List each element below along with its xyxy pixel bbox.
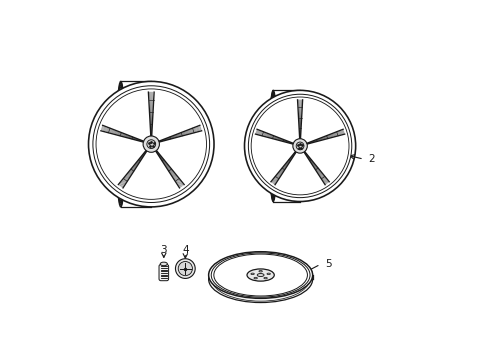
- Ellipse shape: [248, 94, 351, 198]
- Ellipse shape: [175, 259, 195, 278]
- Ellipse shape: [160, 262, 167, 266]
- Text: 5: 5: [324, 259, 331, 269]
- Text: 1: 1: [189, 155, 196, 165]
- Ellipse shape: [250, 273, 254, 275]
- Ellipse shape: [259, 270, 262, 272]
- Ellipse shape: [146, 140, 155, 149]
- Text: 3: 3: [160, 245, 167, 255]
- Ellipse shape: [208, 256, 312, 302]
- Ellipse shape: [143, 136, 159, 152]
- Ellipse shape: [264, 277, 267, 279]
- Ellipse shape: [96, 89, 206, 199]
- Text: 2: 2: [367, 154, 374, 164]
- Ellipse shape: [178, 261, 192, 276]
- Ellipse shape: [246, 269, 274, 281]
- Ellipse shape: [296, 142, 304, 150]
- Ellipse shape: [251, 97, 348, 195]
- Ellipse shape: [253, 277, 257, 279]
- Ellipse shape: [88, 81, 214, 207]
- Ellipse shape: [244, 90, 355, 202]
- Text: 4: 4: [182, 245, 188, 255]
- Ellipse shape: [257, 274, 264, 276]
- Ellipse shape: [208, 252, 312, 298]
- FancyBboxPatch shape: [159, 265, 168, 281]
- Ellipse shape: [292, 139, 306, 153]
- Ellipse shape: [266, 273, 270, 275]
- Ellipse shape: [93, 86, 209, 203]
